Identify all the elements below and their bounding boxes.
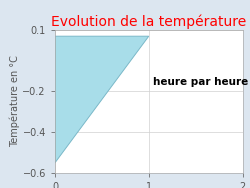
Text: heure par heure: heure par heure — [154, 77, 249, 87]
Polygon shape — [55, 36, 149, 163]
Title: Evolution de la température: Evolution de la température — [51, 14, 246, 29]
Y-axis label: Température en °C: Température en °C — [9, 56, 20, 147]
